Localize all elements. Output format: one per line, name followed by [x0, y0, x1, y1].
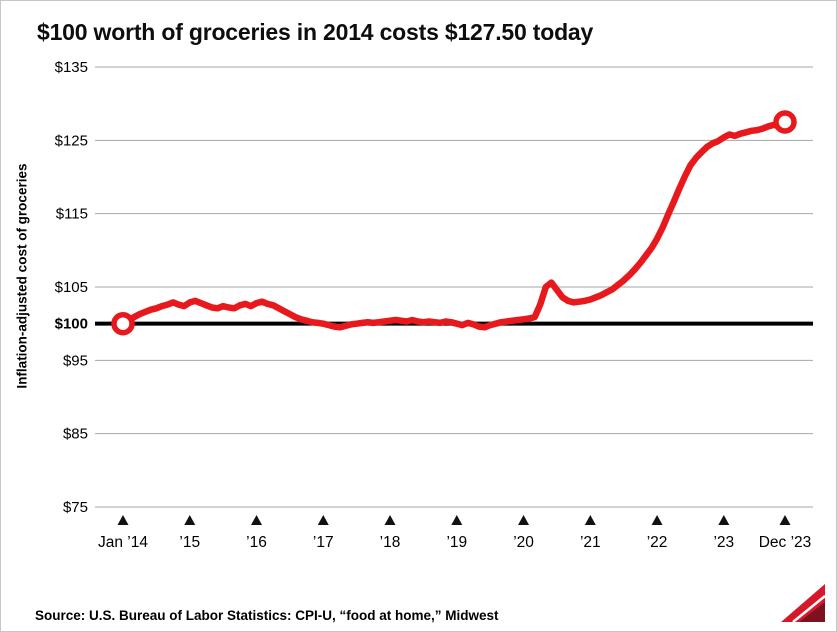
- svg-text:$85: $85: [63, 426, 88, 443]
- svg-text:’20: ’20: [513, 534, 534, 551]
- svg-text:’18: ’18: [380, 534, 401, 551]
- svg-text:$95: $95: [63, 353, 88, 370]
- svg-text:$75: $75: [63, 499, 88, 516]
- svg-text:’16: ’16: [246, 534, 267, 551]
- chart-title: $100 worth of groceries in 2014 costs $1…: [37, 19, 594, 45]
- svg-text:$115: $115: [56, 206, 88, 223]
- y-axis-label: Inflation-adjusted cost of groceries: [14, 163, 30, 389]
- svg-text:$105: $105: [55, 279, 88, 296]
- svg-text:’19: ’19: [446, 534, 467, 551]
- footer: Source: U.S. Bureau of Labor Statistics:…: [1, 583, 836, 631]
- svg-text:$125: $125: [55, 133, 88, 150]
- svg-text:$135: $135: [55, 59, 88, 76]
- chart-area: Inflation-adjusted cost of groceries $13…: [7, 45, 836, 583]
- svg-text:’15: ’15: [179, 534, 200, 551]
- svg-text:Jan ’14: Jan ’14: [98, 534, 148, 551]
- svg-text:$100: $100: [55, 316, 88, 333]
- marketplace-logo: [781, 584, 826, 623]
- svg-text:’22: ’22: [647, 534, 668, 551]
- svg-text:’23: ’23: [713, 534, 734, 551]
- svg-text:’21: ’21: [580, 534, 601, 551]
- svg-text:’17: ’17: [313, 534, 334, 551]
- svg-text:Dec ’23: Dec ’23: [759, 534, 812, 551]
- source-note: Source: U.S. Bureau of Labor Statistics:…: [35, 608, 499, 623]
- groceries-line-chart: $135 $125 $115 $105 $100 $95 $85 $75 Jan ’14 ’15 ’…: [55, 59, 813, 551]
